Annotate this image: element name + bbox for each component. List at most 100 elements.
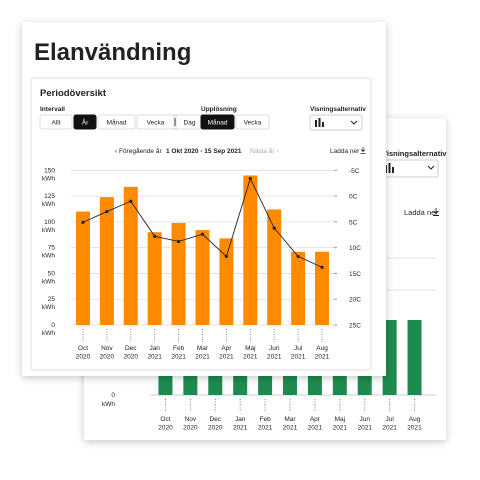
temperature-point (153, 234, 157, 238)
interval-button[interactable] (97, 114, 136, 130)
bar (158, 372, 173, 395)
x-tick-label: Maj 2021 (243, 345, 258, 361)
interval-button-label[interactable]: Vecka (147, 120, 165, 127)
bar (75, 211, 90, 325)
page-title: Elanvändning (34, 39, 191, 66)
bar (357, 372, 372, 395)
resolution-button[interactable] (200, 114, 235, 130)
temperature-point (320, 265, 324, 269)
x-tick-label: Apr 2021 (219, 345, 234, 361)
y2-tick-label: 20C (349, 297, 361, 304)
y-tick-label: 25 (48, 296, 56, 303)
temperature-point (81, 220, 85, 224)
y-unit-label: kWh (42, 304, 55, 311)
bar (407, 320, 422, 395)
temperature-point (248, 176, 252, 181)
resolution-button-label[interactable]: Månad (208, 119, 228, 127)
x-tick-label: Jul 2021 (291, 345, 306, 361)
x-tick-label: Oct 2020 (76, 345, 91, 361)
x-tick-label: Oct 2020 (158, 416, 173, 432)
x-tick-label: Jan 2021 (233, 416, 248, 432)
y-tick-label: 75 (48, 245, 56, 252)
view-label: Visningsalternativ (382, 149, 447, 158)
interval-button-label[interactable]: Dag (184, 120, 196, 127)
bar (219, 238, 234, 325)
x-tick-label: Apr 2021 (308, 416, 323, 432)
interval-button-label[interactable]: Allt (51, 120, 60, 127)
y-unit-label: kWh (42, 330, 55, 337)
x-tick-label: Jul 2021 (382, 416, 397, 432)
bar (307, 372, 322, 395)
bar (243, 175, 258, 325)
y2-tick-label: 15C (349, 271, 361, 278)
bar (123, 186, 138, 325)
interval-button[interactable] (39, 114, 73, 130)
temperature-point (224, 254, 229, 259)
y-unit-label: kWh (102, 401, 115, 408)
x-tick-label: Nov 2020 (100, 345, 115, 361)
next-button[interactable]: Nästa år › (250, 147, 279, 155)
download-link[interactable]: Ladda ner (404, 208, 438, 217)
x-tick-label: Jun 2021 (357, 416, 372, 432)
x-tick-label: Aug 2021 (407, 416, 422, 432)
panel-title: Periodöversikt (40, 88, 107, 99)
y2-tick-label: 10C (349, 245, 361, 252)
view-dropdown[interactable] (309, 114, 363, 131)
bar (258, 372, 273, 395)
x-tick-label: Dec 2020 (208, 416, 223, 432)
resolution-button-label[interactable]: Vecka (244, 120, 262, 127)
bar (291, 251, 306, 325)
bar (195, 230, 210, 325)
temperature-point (105, 209, 109, 214)
bar (147, 232, 162, 325)
x-tick-label: Aug 2021 (315, 345, 330, 361)
y-tick-label: 0 (51, 322, 55, 329)
temperature-point (129, 199, 133, 203)
x-tick-label: Jan 2021 (147, 345, 162, 361)
y-unit-label: kWh (42, 201, 55, 208)
x-tick-label: Nov 2020 (183, 416, 198, 432)
y2-tick-label: 5C (349, 219, 358, 226)
y-unit-label: kWh (42, 253, 55, 260)
download-link[interactable]: Ladda ner (330, 148, 360, 155)
temperature-point (200, 232, 205, 236)
bar (233, 372, 248, 395)
interval-button[interactable] (136, 114, 175, 130)
y-unit-label: kWh (42, 227, 55, 234)
temperature-point (176, 239, 181, 244)
bar (315, 251, 330, 325)
y-tick-label: 150 (44, 167, 55, 174)
period-label: 1 Okt 2020 - 15 Sep 2021 (166, 148, 242, 155)
resolution-label: Upplösning (201, 106, 237, 113)
chevron (427, 165, 435, 170)
x-tick-label: Mar 2021 (283, 416, 298, 432)
bar (382, 320, 397, 395)
interval-button-label[interactable]: År (82, 118, 89, 127)
chevron (350, 120, 358, 125)
y2-tick-label: -5C (349, 168, 360, 175)
interval-button[interactable] (73, 114, 97, 130)
bar (283, 372, 297, 395)
interval-button-label[interactable]: Månad (107, 119, 127, 127)
y-tick-label: 50 (48, 270, 56, 277)
bar-icon (315, 118, 324, 127)
y-unit-label: kWh (42, 278, 55, 285)
resolution-button[interactable] (235, 114, 270, 130)
prev-button[interactable]: ‹ Föregående år (115, 147, 162, 155)
bar (332, 372, 347, 395)
download-icon (433, 208, 439, 216)
temperature-point (272, 226, 276, 230)
front-card: Elanvändning Periodöversikt Intervall Up… (22, 22, 386, 376)
view-label: Visningsalternativ (310, 106, 366, 113)
interval-label: Intervall (40, 106, 65, 113)
y2-tick-label: 25C (349, 323, 361, 330)
x-tick-label: Maj 2021 (333, 416, 348, 432)
x-tick-label: Dec 2020 (124, 345, 139, 361)
y-tick-label: 125 (44, 193, 55, 200)
temperature-point (296, 254, 300, 259)
bar (267, 209, 282, 325)
x-tick-label: Feb 2021 (258, 416, 273, 432)
y-unit-label: kWh (42, 175, 55, 182)
x-tick-label: Mar 2021 (195, 345, 210, 361)
